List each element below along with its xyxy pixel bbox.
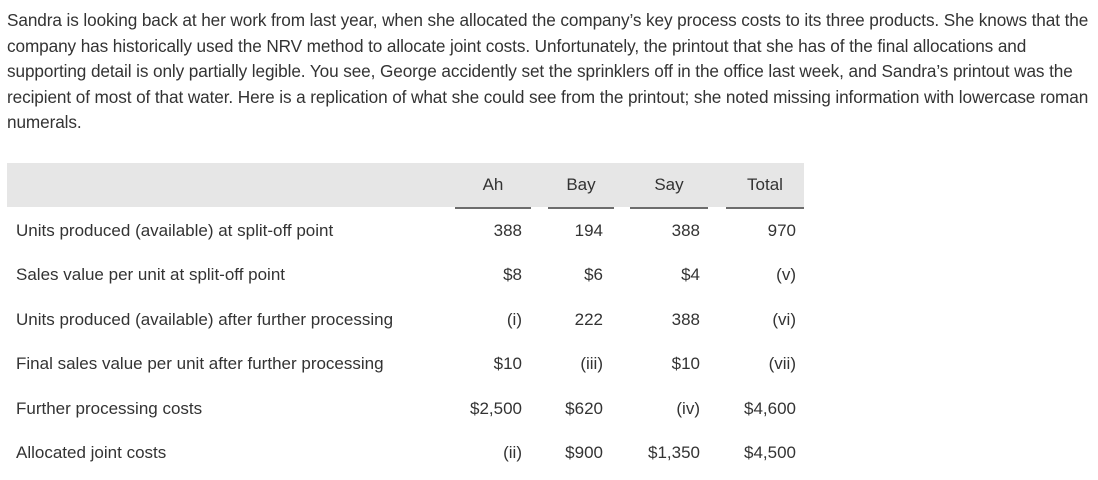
table-cell: 194 bbox=[574, 221, 603, 240]
column-underline-bay bbox=[548, 207, 614, 209]
table-cell: 388 bbox=[493, 221, 522, 240]
table-cell: $6 bbox=[584, 265, 603, 284]
table-cell: (v) bbox=[776, 265, 796, 284]
table-cell: $4 bbox=[681, 265, 700, 284]
table-cell: (iv) bbox=[676, 399, 700, 418]
table-cell: (vi) bbox=[772, 310, 796, 329]
table-cell: 388 bbox=[671, 221, 700, 240]
row-label-units-split-off: Units produced (available) at split-off … bbox=[16, 221, 334, 240]
row-label-allocated-joint-costs: Allocated joint costs bbox=[16, 443, 167, 462]
table-cell: $4,600 bbox=[744, 399, 796, 418]
table-cell: (i) bbox=[506, 310, 522, 329]
row-label-further-processing-costs: Further processing costs bbox=[16, 399, 203, 418]
table-cell: $10 bbox=[671, 354, 700, 373]
table-header-band bbox=[7, 163, 804, 207]
table-cell: $10 bbox=[493, 354, 522, 373]
column-underline-total bbox=[726, 207, 804, 209]
row-label-sales-value-split-off: Sales value per unit at split-off point bbox=[16, 265, 286, 284]
table-cell: (vii) bbox=[768, 354, 796, 373]
table-cell: $8 bbox=[503, 265, 522, 284]
table-cell: 970 bbox=[767, 221, 796, 240]
column-underline-ah bbox=[455, 207, 531, 209]
table-cell: 388 bbox=[671, 310, 700, 329]
table-cell: $1,350 bbox=[648, 443, 700, 462]
table-cell: $620 bbox=[565, 399, 603, 418]
table-cell: 222 bbox=[574, 310, 603, 329]
column-underline-say bbox=[630, 207, 708, 209]
column-header-bay: Bay bbox=[566, 175, 596, 194]
table-cell: $2,500 bbox=[470, 399, 522, 418]
table-cell: $900 bbox=[565, 443, 603, 462]
row-label-units-further-processing: Units produced (available) after further… bbox=[16, 310, 394, 329]
table-cell: $4,500 bbox=[744, 443, 796, 462]
problem-intro-text: Sandra is looking back at her work from … bbox=[7, 10, 1089, 133]
table-cell: (ii) bbox=[503, 443, 522, 462]
table-cell: (iii) bbox=[580, 354, 603, 373]
row-label-final-sales-value: Final sales value per unit after further… bbox=[16, 354, 384, 373]
column-header-ah: Ah bbox=[482, 175, 504, 194]
column-header-say: Say bbox=[654, 175, 684, 194]
column-header-total: Total bbox=[747, 175, 783, 194]
